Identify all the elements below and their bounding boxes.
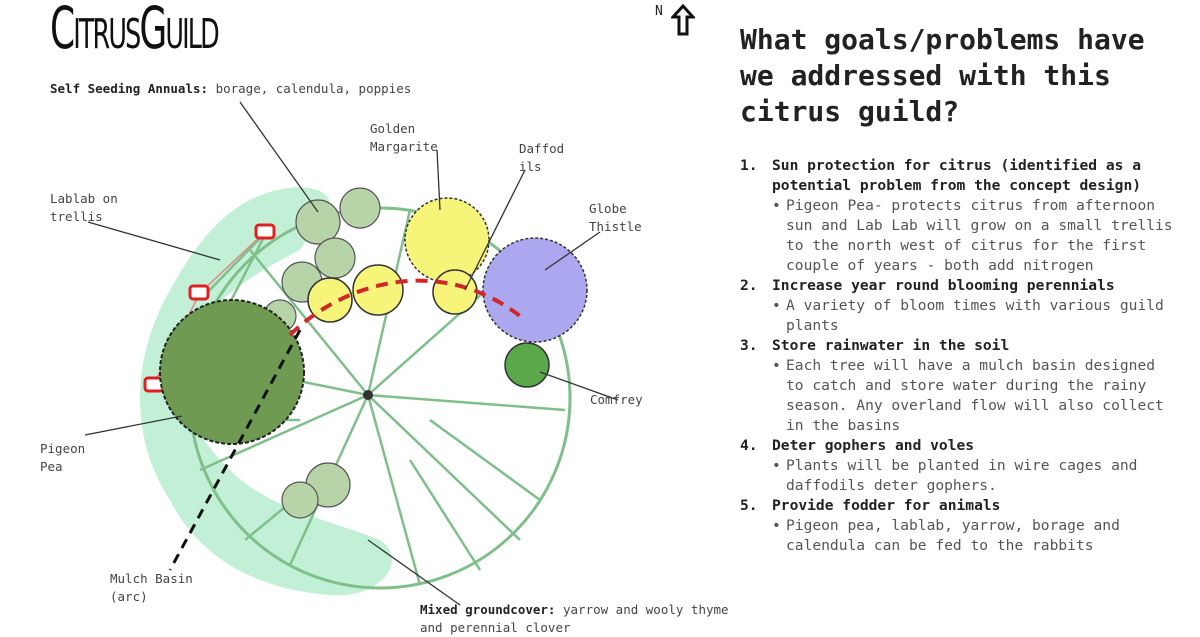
label-pigeon-pea: Pigeon Pea [40, 441, 86, 474]
goal-detail: Pigeon pea, lablab, yarrow, borage and c… [786, 517, 1120, 554]
goal-detail: Pigeon Pea- protects citrus from afterno… [786, 197, 1173, 274]
goal-item: 1. Sun protection for citrus (identified … [740, 156, 1180, 276]
label-self-seeding-bold: Self Seeding Annuals: [50, 81, 209, 96]
label-lablab: Lablab on trellis [50, 191, 118, 224]
comfrey [504, 342, 550, 388]
label-mulch-basin: Mulch Basin (arc) [110, 571, 193, 604]
north-indicator: N [655, 4, 695, 36]
globe-thistle [482, 237, 588, 343]
mulch-basin-line [168, 329, 302, 571]
goal-number: 4. [740, 437, 758, 454]
north-arrow-icon [670, 4, 695, 36]
goal-title: Provide fodder for animals [772, 497, 1001, 514]
label-self-seeding: Self Seeding Annuals: borage, calendula,… [50, 80, 430, 98]
goal-detail: A variety of bloom times with various gu… [786, 297, 1164, 334]
goal-detail: Each tree will have a mulch basin design… [786, 357, 1164, 434]
leader-lines [84, 101, 619, 606]
goal-title: Sun protection for citrus (identified as… [772, 157, 1142, 194]
guild-diagram [84, 101, 619, 606]
citrus-trunk [363, 390, 373, 400]
goals-list: 1. Sun protection for citrus (identified … [740, 156, 1180, 556]
goal-item: 3. Store rainwater in the soil • Each tree … [740, 336, 1180, 436]
mulch-basin-arc [288, 278, 527, 337]
north-label: N [655, 4, 663, 19]
label-daffodils: Daffod ils [519, 141, 565, 174]
label-groundcover: Mixed groundcover: yarrow and wooly thym… [420, 601, 750, 637]
yellow-plants [307, 197, 490, 323]
goal-detail: Plants will be planted in wire cages and… [786, 457, 1138, 494]
label-comfrey: Comfrey [590, 392, 643, 407]
label-golden-marguerite: Golden Margarite [370, 121, 438, 154]
label-self-seeding-text: borage, calendula, poppies [208, 81, 412, 96]
page-title: CitrusGuild [50, 0, 220, 62]
goal-title: Increase year round blooming perennials [772, 277, 1115, 294]
goal-item: 2. Increase year round blooming perennial… [740, 276, 1180, 336]
goals-question: What goals/problems have we addressed wi… [740, 23, 1145, 128]
goal-number: 2. [740, 277, 758, 294]
pigeon-pea [159, 299, 305, 445]
annual-plants [263, 187, 381, 519]
goal-item: 5. Provide fodder for animals • Pigeon pea,… [740, 496, 1180, 556]
goal-number: 5. [740, 497, 758, 514]
goal-title: Store rainwater in the soil [772, 337, 1010, 354]
goal-number: 1. [740, 157, 758, 174]
label-groundcover-bold: Mixed groundcover: [420, 602, 556, 617]
goals-panel: What goals/problems have we addressed wi… [740, 22, 1180, 556]
label-globe-thistle: Globe Thistle [589, 201, 642, 234]
goal-item: 4. Deter gophers and voles • Plants will be… [740, 436, 1180, 496]
goal-title: Deter gophers and voles [772, 437, 975, 454]
goal-number: 3. [740, 337, 758, 354]
